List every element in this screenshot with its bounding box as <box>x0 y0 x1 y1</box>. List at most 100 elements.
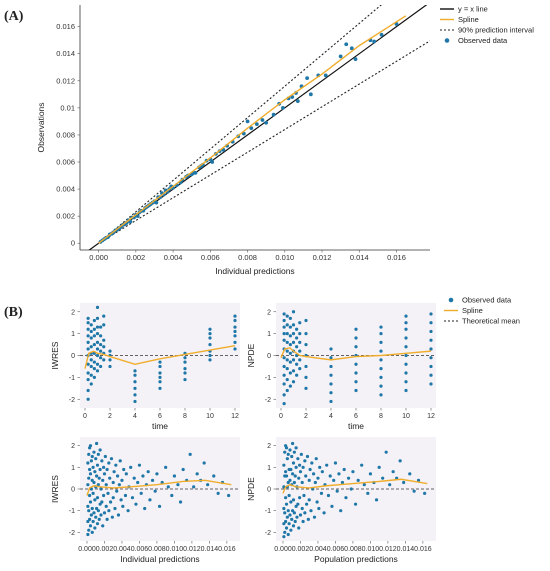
data-point <box>89 373 93 377</box>
data-point <box>282 535 286 539</box>
data-point <box>285 349 289 353</box>
data-point <box>99 342 103 347</box>
data-point <box>282 356 286 360</box>
data-point <box>308 92 313 97</box>
y-tick-label: -1 <box>69 508 75 515</box>
x-tick-label: 0.016 <box>414 546 432 553</box>
data-point <box>300 480 304 485</box>
data-point <box>233 334 237 338</box>
data-point <box>284 519 288 524</box>
data-point <box>311 472 316 476</box>
data-point <box>283 530 287 534</box>
data-point <box>293 474 297 478</box>
data-point <box>154 200 159 205</box>
data-point <box>353 502 358 506</box>
data-point <box>188 452 192 456</box>
x-tick-label: 8 <box>183 413 187 420</box>
data-point <box>316 476 320 480</box>
data-point <box>96 452 100 456</box>
plot-content <box>88 5 430 250</box>
data-point <box>318 465 322 469</box>
data-point <box>404 371 408 375</box>
data-point <box>108 476 112 480</box>
data-point <box>146 470 150 474</box>
data-point <box>93 498 97 502</box>
data-point <box>282 522 286 526</box>
data-point <box>282 382 286 386</box>
data-point <box>285 377 289 382</box>
data-point <box>362 483 366 487</box>
y-tick-label: -1 <box>265 508 271 515</box>
data-point <box>323 73 328 78</box>
data-point <box>183 371 187 375</box>
data-point <box>282 338 286 342</box>
data-point <box>288 384 292 388</box>
x-tick-label: 0.010 <box>362 546 380 553</box>
data-point <box>297 476 301 480</box>
data-point <box>294 504 298 508</box>
data-point <box>99 364 103 369</box>
data-point <box>86 461 90 465</box>
data-point <box>293 519 297 524</box>
y-tick-label: 0 <box>71 353 75 360</box>
data-point <box>98 448 102 452</box>
panel-label-a: (A) <box>4 9 24 24</box>
data-point <box>298 332 302 336</box>
plot-content <box>276 441 436 539</box>
data-point <box>89 345 93 349</box>
data-point <box>282 364 286 369</box>
data-point <box>88 467 92 472</box>
data-point <box>87 528 91 532</box>
data-point <box>92 450 96 454</box>
y-axis-label: IWRES <box>50 475 60 503</box>
x-tick-label: 12 <box>427 413 435 420</box>
data-point <box>404 321 408 325</box>
data-point <box>86 327 90 331</box>
data-point <box>301 465 305 469</box>
data-point <box>281 105 285 110</box>
data-point <box>98 467 102 472</box>
x-tick-label: 0.008 <box>238 253 257 262</box>
data-point <box>291 332 296 336</box>
data-point <box>404 314 408 318</box>
data-point <box>86 504 90 508</box>
data-point <box>289 528 293 532</box>
x-axis-label: Population predictions <box>314 554 398 564</box>
x-tick-label: 0.016 <box>387 253 406 262</box>
data-point <box>208 342 212 347</box>
y-tick-label: -1 <box>265 375 271 382</box>
data-point <box>354 327 358 331</box>
spline-line <box>84 344 236 369</box>
data-point <box>295 99 300 104</box>
y-axis-label: NPDE <box>246 343 256 367</box>
data-point <box>90 530 94 534</box>
x-axis-label: time <box>348 421 364 431</box>
data-point <box>285 314 289 318</box>
data-point <box>206 483 210 487</box>
data-point <box>298 496 302 500</box>
data-point <box>95 474 99 478</box>
data-point <box>429 356 433 360</box>
data-point <box>298 358 302 362</box>
data-point <box>300 506 304 511</box>
data-point <box>210 160 215 164</box>
data-point <box>297 526 301 530</box>
data-point <box>95 325 100 329</box>
data-point <box>310 461 314 465</box>
data-point <box>88 493 92 498</box>
data-point <box>379 340 383 344</box>
legend-swatch-observed <box>444 38 450 43</box>
data-point <box>314 457 318 461</box>
data-point <box>322 511 326 515</box>
x-tick-label: 0.010 <box>275 253 294 262</box>
data-point <box>95 506 99 511</box>
data-point <box>285 388 289 393</box>
x-tick-label: 0.014 <box>201 546 219 553</box>
data-point <box>282 506 286 511</box>
data-point <box>104 504 108 508</box>
data-point <box>102 314 106 318</box>
data-point <box>404 380 408 384</box>
data-point <box>97 476 101 480</box>
data-point <box>158 386 162 390</box>
plot-area <box>80 5 430 250</box>
